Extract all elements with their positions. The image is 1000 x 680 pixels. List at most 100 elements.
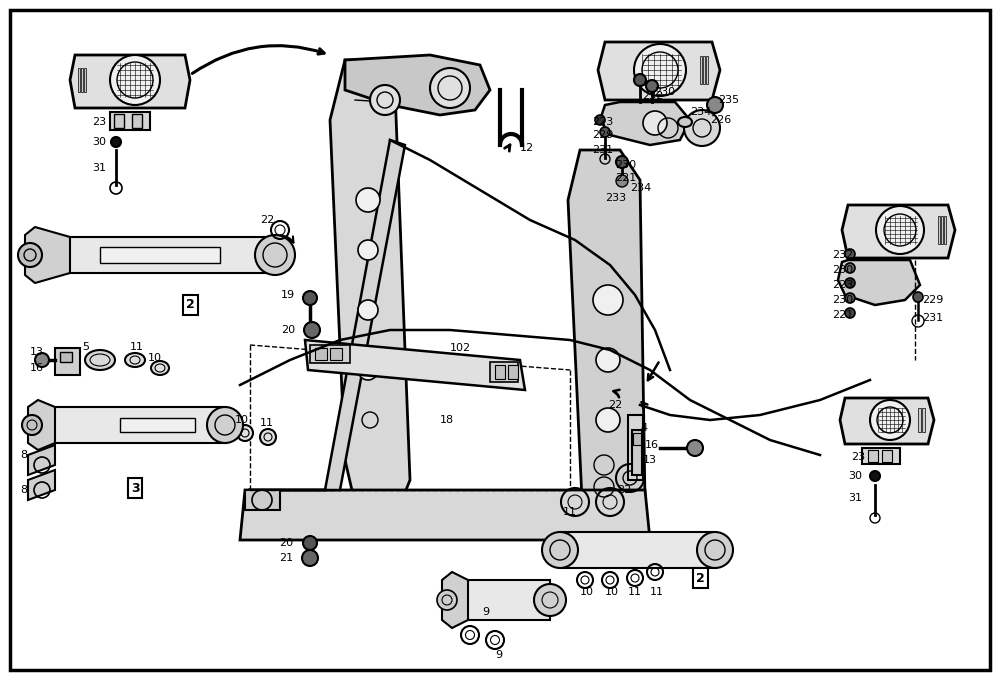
Polygon shape (55, 348, 80, 375)
Circle shape (358, 240, 378, 260)
Polygon shape (25, 227, 70, 283)
Polygon shape (70, 55, 190, 108)
Text: 19: 19 (281, 290, 295, 300)
Circle shape (707, 97, 723, 113)
Text: 223: 223 (592, 117, 613, 127)
Text: 11: 11 (260, 418, 274, 428)
Circle shape (358, 360, 378, 380)
Ellipse shape (151, 361, 169, 375)
Polygon shape (838, 260, 920, 305)
Polygon shape (345, 55, 490, 115)
Bar (628, 415, 643, 480)
Text: 8: 8 (20, 450, 27, 460)
Circle shape (35, 353, 49, 367)
Bar (703, 56, 705, 84)
Circle shape (356, 188, 380, 212)
Circle shape (870, 471, 880, 481)
Circle shape (111, 137, 121, 147)
Circle shape (303, 536, 317, 550)
Circle shape (616, 156, 628, 168)
Text: 233: 233 (605, 193, 626, 203)
Circle shape (697, 532, 733, 568)
Text: 16: 16 (30, 363, 44, 373)
Polygon shape (45, 407, 225, 443)
Text: 221: 221 (615, 173, 636, 183)
Ellipse shape (125, 353, 145, 367)
Text: 234: 234 (630, 183, 651, 193)
Bar (132, 114, 142, 128)
Bar (78, 68, 80, 92)
Circle shape (534, 584, 566, 616)
Polygon shape (600, 102, 690, 145)
Text: 22: 22 (617, 485, 631, 495)
Text: 20: 20 (281, 325, 295, 335)
Circle shape (845, 308, 855, 318)
Text: 230: 230 (654, 87, 675, 97)
Text: 229: 229 (922, 295, 943, 305)
Circle shape (110, 55, 160, 105)
Circle shape (687, 440, 703, 456)
Bar (862, 448, 900, 464)
Circle shape (255, 235, 295, 275)
Bar (100, 247, 220, 263)
Circle shape (595, 115, 605, 125)
Text: 9: 9 (495, 650, 502, 660)
Bar (508, 365, 518, 379)
Text: 23: 23 (92, 117, 106, 127)
Bar (918, 408, 921, 432)
Polygon shape (330, 60, 410, 530)
Text: 12: 12 (520, 143, 534, 153)
Text: 229: 229 (592, 130, 613, 140)
Text: 11: 11 (628, 587, 642, 597)
Circle shape (18, 243, 42, 267)
Bar (495, 365, 505, 379)
Circle shape (207, 407, 243, 443)
Polygon shape (840, 398, 934, 444)
Text: 13: 13 (643, 455, 657, 465)
Text: 31: 31 (92, 163, 106, 173)
Bar (700, 56, 702, 84)
Text: 30: 30 (848, 471, 862, 481)
Circle shape (430, 68, 470, 108)
Polygon shape (442, 572, 468, 628)
Circle shape (596, 408, 620, 432)
Text: 4: 4 (640, 423, 647, 433)
Text: 21: 21 (279, 553, 293, 563)
Bar (633, 433, 641, 445)
Bar (81, 68, 83, 92)
Text: 226: 226 (710, 115, 731, 125)
Text: 230: 230 (832, 265, 853, 275)
Polygon shape (568, 150, 645, 545)
Circle shape (876, 206, 924, 254)
Text: 230: 230 (615, 160, 636, 170)
Bar (114, 114, 124, 128)
Bar (330, 348, 342, 360)
Text: 232: 232 (642, 91, 663, 101)
Text: 8: 8 (20, 485, 27, 495)
Polygon shape (240, 490, 650, 540)
Circle shape (370, 85, 400, 115)
Bar (706, 56, 708, 84)
Circle shape (845, 293, 855, 303)
Text: 11: 11 (130, 342, 144, 352)
Text: 10: 10 (605, 587, 619, 597)
Ellipse shape (260, 429, 276, 445)
Circle shape (358, 300, 378, 320)
Circle shape (593, 285, 623, 315)
Text: 102: 102 (450, 343, 471, 353)
Polygon shape (305, 340, 525, 390)
Polygon shape (248, 140, 405, 490)
Circle shape (684, 110, 720, 146)
Bar (84, 68, 86, 92)
Circle shape (913, 292, 923, 302)
Bar (882, 450, 892, 462)
Circle shape (542, 532, 578, 568)
Text: 13: 13 (30, 347, 44, 357)
Polygon shape (460, 580, 550, 620)
Circle shape (845, 249, 855, 259)
Polygon shape (28, 445, 55, 475)
Text: 10: 10 (148, 353, 162, 363)
Ellipse shape (237, 425, 253, 441)
Text: 9: 9 (482, 607, 489, 617)
Text: 22: 22 (260, 215, 274, 225)
